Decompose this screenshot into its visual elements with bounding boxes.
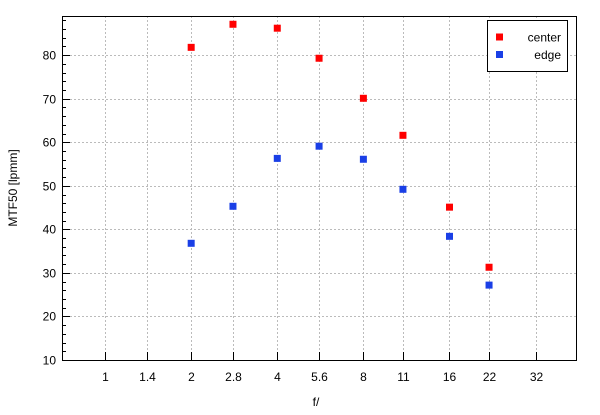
axis-ticks [62,20,537,361]
y-tick-label: 40 [43,223,57,237]
x-tick-labels: 1 1.4 2 2.8 4 5.6 8 11 16 22 32 [102,370,543,384]
x-tick-label: 1.4 [139,370,156,384]
point-edge [315,142,323,150]
legend-label-center: center [528,31,561,45]
point-edge [485,281,493,289]
point-edge [445,232,453,240]
y-tick-label: 70 [43,93,57,107]
y-tick-label: 50 [43,180,57,194]
x-tick-label: 2.8 [225,370,242,384]
point-center [187,43,195,51]
point-center [399,131,407,139]
point-edge [399,185,407,193]
point-edge [273,154,281,162]
point-edge [187,239,195,247]
data-points [187,20,493,289]
point-center [485,263,493,271]
x-tick-label: 11 [397,370,410,384]
point-center [445,203,453,211]
point-center [315,54,323,62]
x-tick-label: 2 [188,370,195,384]
legend-label-edge: edge [534,48,561,62]
x-tick-label: 4 [274,370,281,384]
legend-marker-edge [496,51,503,58]
point-edge [229,202,237,210]
y-axis-label: MTF50 [lpmm] [6,149,20,226]
legend-box [487,20,568,72]
legend: center edge [487,20,568,72]
y-tick-label: 20 [43,310,57,324]
point-edge [359,155,367,163]
x-tick-label: 5.6 [311,370,328,384]
x-axis-label: f/ [313,395,320,409]
point-center [273,24,281,32]
y-tick-labels: 10 20 30 40 50 60 70 80 [43,49,57,368]
x-tick-label: 22 [483,370,497,384]
y-tick-label: 10 [43,354,57,368]
plot-frame [62,16,577,361]
x-tick-label: 1 [102,370,109,384]
legend-marker-center [496,33,503,41]
x-tick-label: 16 [443,370,457,384]
y-tick-label: 30 [43,267,57,281]
x-tick-label: 32 [530,370,544,384]
x-tick-label: 8 [360,370,367,384]
y-tick-label: 60 [43,136,57,150]
point-center [229,20,237,28]
point-center [359,94,367,102]
y-tick-label: 80 [43,49,57,63]
